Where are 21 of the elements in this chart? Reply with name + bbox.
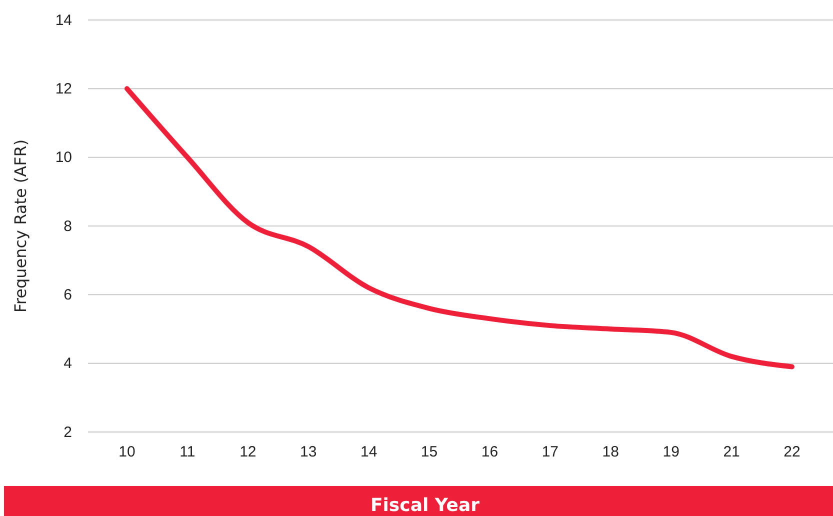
y-tick-label: 6 [64,286,72,304]
y-tick-label: 12 [55,80,72,98]
y-tick-label: 14 [55,12,72,29]
x-tick-label: 21 [723,444,740,461]
x-tick-label: 13 [300,444,317,461]
y-tick-label: 2 [64,424,72,441]
x-tick-label: 11 [180,444,196,461]
x-tick-label: 12 [240,444,256,461]
y-tick-label: 8 [64,218,72,235]
x-tick-label: 14 [360,444,378,461]
x-tick-label: 16 [481,444,498,461]
x-tick-label: 19 [662,444,680,461]
y-tick-label: 10 [55,149,72,166]
x-tick-label: 10 [118,444,136,461]
x-axis-title: Fiscal Year [370,495,480,516]
x-tick-label: 15 [420,444,438,461]
x-tick-label: 22 [784,444,800,461]
x-tick-label: 18 [602,444,619,461]
y-axis-title: Frequency Rate (AFR) [11,139,30,313]
y-tick-label: 4 [64,355,72,372]
x-tick-label: 17 [542,444,559,461]
